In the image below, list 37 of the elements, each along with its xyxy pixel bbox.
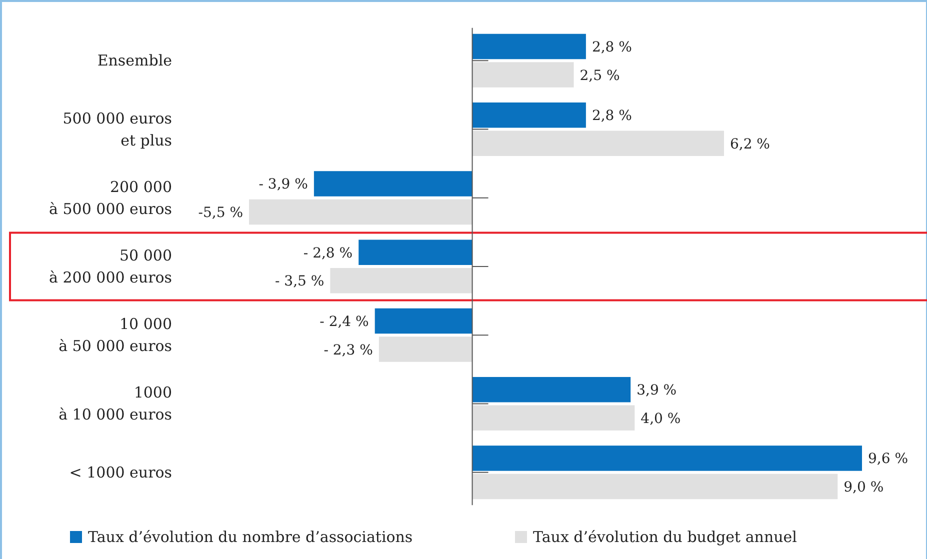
data-label: - 3,9 % [258,176,308,193]
data-label: 9,0 % [844,480,884,496]
bar [472,446,862,471]
bar [358,240,472,265]
bar [472,405,635,431]
bar [314,171,472,196]
legend-label: Taux d’évolution du nombre d’associations [88,528,413,546]
data-label: 2,5 % [580,68,620,84]
data-label: - 2,4 % [320,314,369,330]
bar [249,199,472,225]
bar [472,102,586,128]
legend-label: Taux d’évolution du budget annuel [533,528,798,546]
data-label: - 3,5 % [274,274,324,290]
bar [374,308,472,334]
data-label: 3,9 % [636,382,677,399]
data-label: 6,2 % [730,136,770,152]
data-label: -5,5 % [198,205,243,222]
bar [472,474,838,500]
data-label: 9,6 % [868,451,908,468]
data-label: 2,8 % [592,108,632,124]
bar [330,268,472,294]
bar [472,62,574,88]
bar [472,34,586,60]
y-tick-label: 10 000 à 50 000 euros [58,315,172,356]
data-label: 4,0 % [640,410,681,427]
bar [472,376,631,402]
y-tick-label: Ensemble [97,52,172,70]
y-tick-label: 200 000 à 500 000 euros [49,178,172,218]
y-tick-label: < 1000 euros [69,463,172,482]
y-tick-label: 500 000 euros et plus [62,109,172,150]
data-label: 2,8 % [592,39,632,56]
data-label: - 2,8 % [303,245,353,262]
y-tick-label: 1000 à 10 000 euros [58,384,172,424]
bar [378,336,472,362]
bar [472,130,724,156]
data-label: - 2,3 % [324,342,373,358]
y-tick-label: 50 000 à 200 000 euros [49,246,172,286]
